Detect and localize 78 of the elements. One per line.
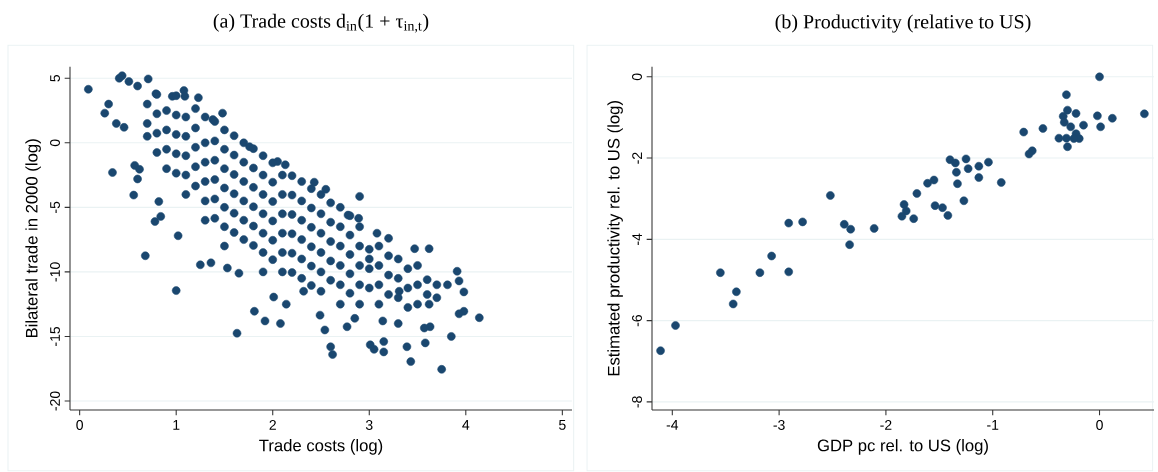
point	[1063, 142, 1072, 151]
point	[1066, 122, 1075, 132]
point	[656, 346, 665, 355]
y-axis-title: Estimated productivity rel. to US (log)	[607, 101, 623, 376]
point	[1093, 111, 1102, 121]
point	[1038, 124, 1048, 133]
x-tick-label: 0	[1096, 420, 1103, 430]
y-tick-label: -20	[50, 391, 60, 411]
y-axis-title: Bilateral trade in 2000 (log)	[25, 139, 41, 338]
x-tick-label: 3	[365, 420, 373, 430]
point	[912, 189, 922, 198]
point	[1079, 120, 1088, 130]
y-tick-label: -8	[632, 396, 642, 408]
x-tick-label: -2	[880, 420, 892, 430]
point	[869, 224, 879, 233]
y-tick-label: -5	[50, 201, 60, 213]
point	[1063, 105, 1072, 115]
y-tick-label: -15	[50, 326, 60, 346]
point	[959, 196, 969, 206]
point	[974, 173, 984, 182]
point	[974, 161, 984, 171]
x-tick-label: 5	[559, 420, 566, 430]
point	[798, 217, 807, 227]
point	[846, 224, 855, 234]
chart-title: (a) Trade costs d$_{in}$(1 + τ$_{in,t}$)	[213, 13, 429, 33]
x-tick-label: 0	[76, 420, 83, 430]
y-tick-label: -6	[632, 315, 642, 327]
point	[1062, 90, 1071, 99]
point	[732, 287, 741, 297]
point	[1054, 133, 1064, 143]
point	[930, 201, 940, 210]
point	[984, 157, 993, 167]
point	[1060, 118, 1069, 127]
point	[943, 211, 953, 220]
point	[938, 203, 947, 212]
x-tick-label: 4	[462, 420, 470, 430]
point	[1071, 109, 1081, 118]
point	[997, 178, 1006, 187]
point	[1095, 72, 1104, 82]
x-tick-label: -3	[773, 420, 785, 430]
point	[961, 154, 971, 164]
point	[716, 268, 725, 277]
x-axis-title: Trade costs (log)	[259, 439, 383, 455]
x-tick-label: -4	[666, 420, 679, 430]
point	[1019, 127, 1028, 137]
point	[909, 214, 918, 223]
point	[1108, 114, 1117, 123]
y-tick-label: 0	[50, 139, 60, 147]
x-tick-label: 2	[269, 420, 276, 430]
y-tick-label: -10	[50, 262, 60, 282]
y-tick-label: 0	[632, 73, 642, 81]
point	[728, 299, 738, 309]
point	[767, 251, 776, 261]
point	[963, 164, 973, 173]
point	[1096, 122, 1105, 132]
point	[923, 179, 932, 188]
x-tick-label: 1	[173, 420, 180, 430]
point	[826, 191, 835, 200]
point	[1062, 133, 1071, 143]
point	[951, 158, 960, 168]
point	[845, 240, 854, 249]
y-tick-label: -4	[632, 233, 642, 245]
point	[784, 218, 793, 228]
chart-title: (b) Productivity (relative to US)	[775, 14, 1031, 33]
y-tick-label: -2	[632, 152, 642, 164]
point	[929, 175, 939, 185]
point	[953, 179, 962, 188]
x-axis-title: GDP pc rel. to US (log)	[817, 439, 988, 455]
point	[899, 200, 909, 209]
y-tick-label: 5	[50, 74, 60, 82]
point	[671, 321, 680, 330]
point	[952, 168, 961, 177]
point	[839, 220, 849, 229]
x-tick-label: -1	[987, 420, 999, 430]
point	[897, 211, 907, 221]
point	[1140, 109, 1149, 119]
point	[755, 268, 765, 277]
point	[784, 267, 793, 277]
